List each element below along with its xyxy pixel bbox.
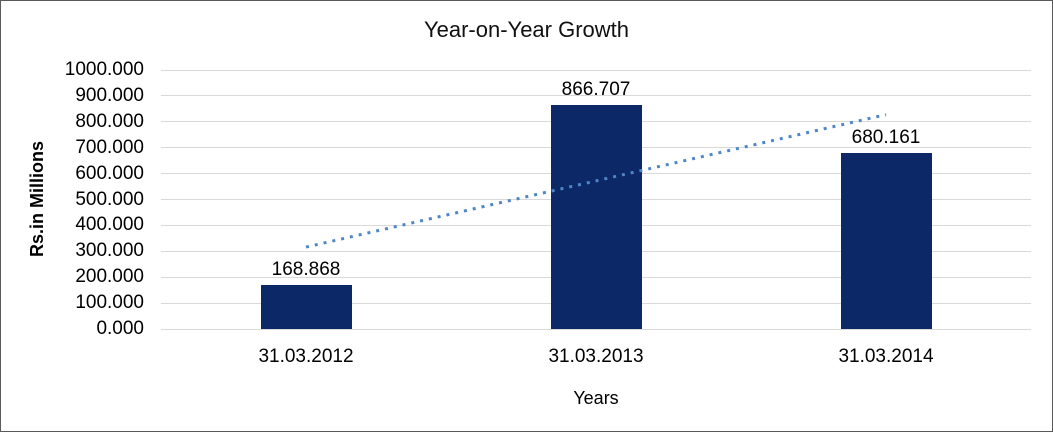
y-axis-tick-label: 100.000 — [75, 292, 144, 314]
bar-data-label: 168.868 — [271, 259, 341, 281]
y-axis-tick-label: 600.000 — [75, 162, 144, 184]
gridline — [161, 95, 1031, 97]
bar — [550, 104, 642, 329]
y-axis-tick-label: 0.000 — [96, 318, 144, 339]
gridline — [161, 328, 1031, 330]
x-axis-tick-label: 31.03.2013 — [548, 346, 644, 367]
plot-area: 168.868 31.03.2012 866.707 31.03.2013 680.16… — [161, 69, 1031, 367]
y-axis-tick-label: 200.000 — [75, 266, 144, 288]
y-axis-tick-label: 1000.000 — [64, 59, 144, 80]
y-axis-tick-label: 500.000 — [75, 188, 144, 210]
x-axis-tick-label: 31.03.2012 — [258, 346, 354, 367]
y-axis-tick-label: 300.000 — [75, 240, 144, 262]
y-axis-tick-label: 700.000 — [75, 136, 144, 158]
bar-data-label: 866.707 — [561, 78, 631, 100]
trendline-layer — [305, 113, 887, 249]
x-axis-tick-label: 31.03.2014 — [838, 346, 934, 367]
bar — [840, 152, 932, 329]
y-axis-tick-label: 800.000 — [75, 110, 144, 132]
y-axis-tick-label: 900.000 — [75, 84, 144, 106]
trendline — [305, 113, 887, 249]
bar — [260, 285, 352, 329]
x-axis-title: Years — [573, 388, 619, 408]
bar-data-label: 680.161 — [851, 126, 921, 148]
gridline — [161, 69, 1031, 71]
y-axis-tick-label: 400.000 — [75, 214, 144, 236]
chart-title: Year-on-Year Growth — [423, 17, 630, 42]
